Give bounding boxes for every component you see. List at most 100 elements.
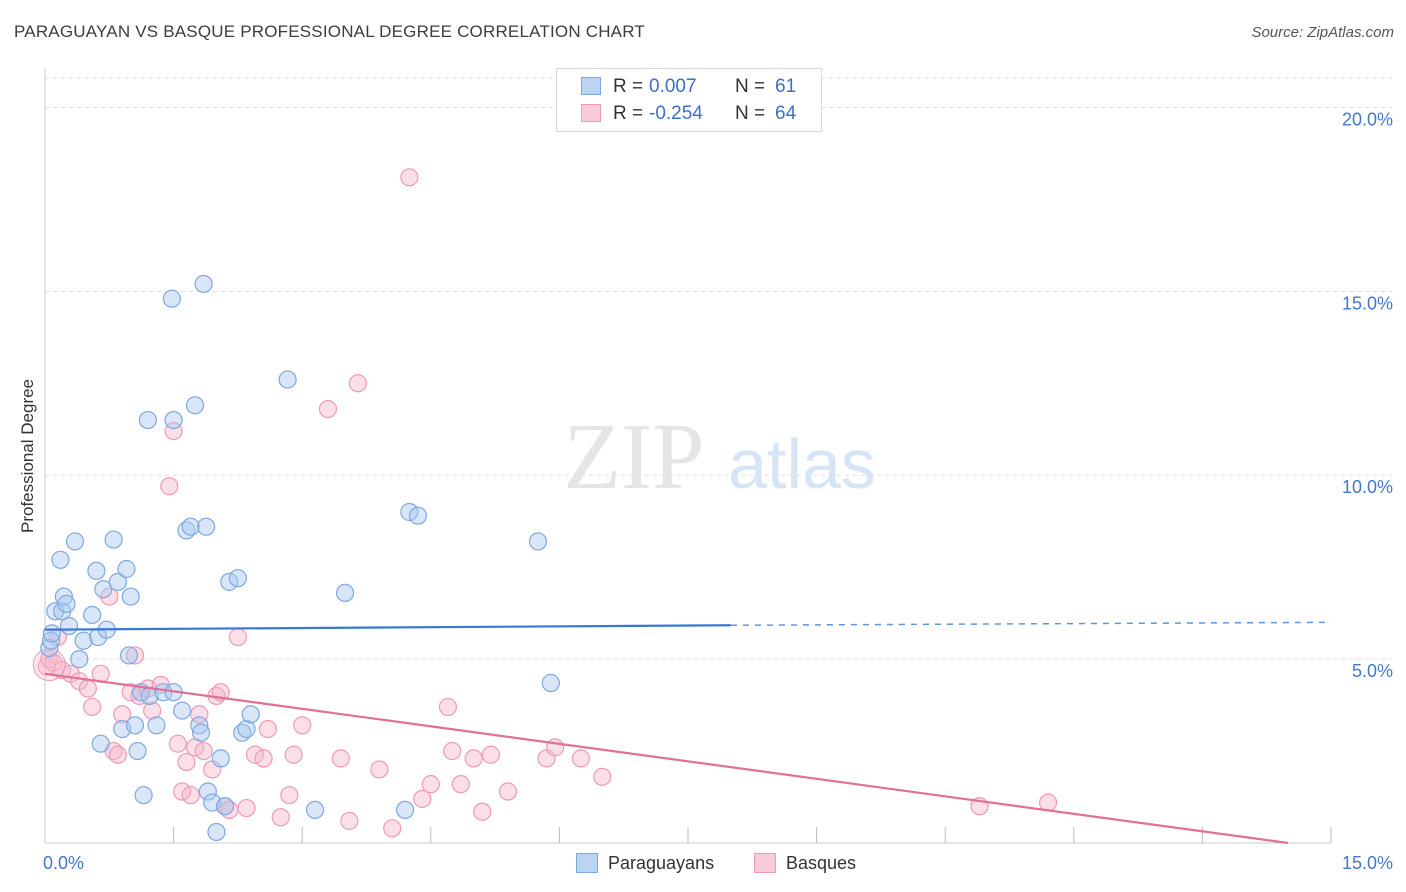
- basque-point: [258, 719, 278, 739]
- legend-swatch-blue: [576, 853, 598, 873]
- legend-r-label: R =: [613, 76, 644, 97]
- paraguayan-point: [211, 749, 230, 768]
- basque-point: [237, 798, 256, 818]
- paraguayan-point: [207, 822, 226, 842]
- paraguayan-point: [41, 631, 61, 650]
- paraguayan-point: [94, 580, 113, 599]
- basque-point: [108, 745, 127, 764]
- trend-lines: [44, 621, 1332, 845]
- basque-point: [100, 587, 119, 606]
- paraguayan-point: [198, 782, 217, 801]
- paraguayan-point: [42, 624, 61, 643]
- paraguayan-point: [191, 723, 211, 742]
- legend-n-label: N =: [735, 103, 766, 124]
- tick-labels: 5.0% 10.0% 15.0% 20.0% 0.0% 15.0%: [43, 109, 1393, 873]
- legend-r-label: R =: [613, 103, 644, 124]
- paraguayan-point: [108, 572, 127, 591]
- source-label: Source: ZipAtlas.com: [1251, 24, 1394, 41]
- y-tick-label: 15.0%: [1342, 293, 1393, 313]
- basque-point: [78, 679, 97, 698]
- paraguayan-point: [74, 631, 93, 650]
- basque-point: [177, 752, 196, 772]
- paraguayan-point: [40, 638, 59, 658]
- paraguayans-trend-line: [44, 624, 731, 631]
- paraguayan-point: [125, 716, 145, 735]
- paraguayan-point: [335, 583, 355, 603]
- y-tick-label: 5.0%: [1352, 661, 1393, 681]
- paraguayan-point: [121, 587, 140, 606]
- basque-point: [348, 374, 368, 393]
- paraguayan-point: [185, 396, 205, 415]
- basque-point: [370, 760, 389, 779]
- x-tick-label: 15.0%: [1342, 853, 1393, 873]
- y-tick-label: 10.0%: [1342, 477, 1393, 497]
- y-axis-label: Professional Degree: [18, 378, 37, 534]
- paraguayan-point: [119, 646, 139, 665]
- paraguayan-point: [138, 410, 157, 430]
- basque-point: [113, 705, 132, 724]
- paraguayan-point: [194, 274, 213, 294]
- basque-point: [413, 789, 432, 808]
- paraguayan-point: [228, 569, 247, 588]
- watermark-zip: ZIP: [564, 405, 705, 509]
- legend-r-value: -0.254: [649, 103, 703, 124]
- basque-point: [593, 767, 612, 786]
- chart-title: PARAGUAYAN VS BASQUE PROFESSIONAL DEGREE…: [14, 22, 645, 41]
- paraguayan-point: [46, 602, 65, 621]
- paraguayan-point: [395, 800, 415, 819]
- basque-point: [160, 477, 179, 496]
- basque-point: [400, 168, 419, 187]
- basque-point: [181, 786, 200, 805]
- legend-n-label: N =: [735, 76, 766, 97]
- basque-point: [473, 802, 492, 821]
- gridlines: [45, 77, 1392, 660]
- basque-point: [228, 627, 247, 647]
- legend-swatch-blue: [581, 77, 601, 95]
- paraguayan-point: [162, 289, 181, 308]
- paraguayans-trend-extension: [730, 621, 1332, 627]
- paraguayan-point: [57, 594, 76, 614]
- basque-point: [284, 745, 303, 764]
- basque-point: [280, 786, 299, 805]
- legend-label: Basques: [786, 853, 857, 873]
- paraguayan-point: [190, 716, 209, 735]
- x-tick-label: 0.0%: [43, 853, 84, 873]
- correlation-legend: R = 0.007 N = 61 R = -0.254 N = 64: [556, 68, 822, 132]
- paraguayan-point: [117, 559, 136, 579]
- legend-swatch-pink: [581, 104, 601, 122]
- basque-point: [451, 775, 470, 794]
- basque-point: [383, 819, 402, 838]
- paraguayan-point: [134, 786, 153, 805]
- paraguayan-point: [237, 719, 256, 739]
- paraguayan-point: [541, 673, 560, 693]
- paraguayan-point: [87, 561, 106, 580]
- basque-point: [443, 741, 462, 761]
- basque-point: [318, 399, 338, 419]
- basque-point: [421, 775, 440, 794]
- watermark-atlas: atlas: [728, 425, 876, 503]
- paraguayan-point: [51, 550, 70, 569]
- basque-point: [168, 734, 187, 753]
- paraguayan-point: [83, 605, 102, 625]
- paraguayan-point: [128, 741, 147, 761]
- basque-point: [498, 782, 518, 801]
- basque-point: [293, 716, 312, 735]
- basque-point: [83, 697, 102, 717]
- basque-point: [571, 749, 590, 768]
- paraguayan-point: [305, 800, 325, 819]
- paraguayan-point: [241, 705, 260, 724]
- paraguayan-point: [528, 532, 548, 551]
- basque-point: [254, 749, 273, 768]
- paraguayan-point: [408, 506, 428, 525]
- paraguayan-point: [215, 797, 235, 816]
- paraguayan-point: [59, 616, 79, 636]
- paraguayan-point: [54, 587, 73, 606]
- basque-point: [194, 741, 213, 761]
- basque-point: [271, 808, 290, 827]
- basque-point: [340, 811, 359, 831]
- basque-point: [125, 646, 145, 665]
- legend-n-value: 61: [775, 76, 797, 97]
- legend-n-value: 64: [775, 103, 797, 124]
- basque-point: [331, 749, 350, 768]
